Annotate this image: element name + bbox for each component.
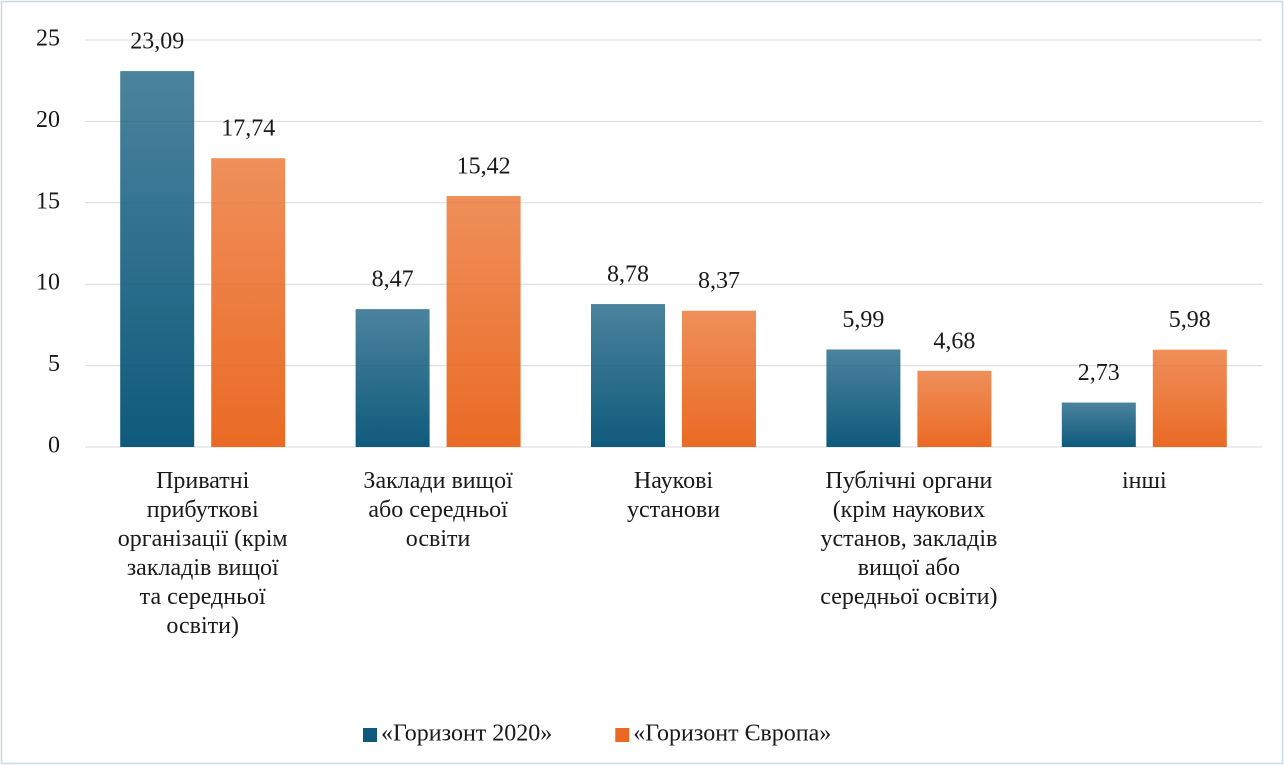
x-tick-label: Публічні органи (крім наукових установ, …: [820, 468, 998, 610]
y-tick-label: 25: [36, 26, 60, 52]
bar: [917, 370, 992, 447]
bar: [1152, 349, 1227, 447]
bar: [355, 309, 430, 447]
x-tick-label-box: Наукові установи: [626, 468, 721, 523]
x-tick-label: інші: [1121, 468, 1167, 494]
data-label: 8,78: [607, 262, 649, 288]
bar: [826, 349, 901, 447]
y-tick-label: 5: [48, 351, 60, 377]
legend-swatch: [615, 728, 630, 742]
y-tick-label: 10: [36, 270, 60, 296]
legend-swatch: [363, 728, 377, 742]
data-label: 23,09: [130, 29, 184, 55]
y-tick-label: 15: [36, 188, 60, 214]
bar: [591, 304, 665, 447]
data-label: 8,37: [698, 268, 740, 294]
x-tick-label: Приватні прибуткові організації (крім за…: [117, 468, 288, 639]
bar: [211, 158, 286, 447]
x-tick-label-box: Публічні органи (крім наукових установ, …: [820, 468, 998, 610]
y-tick-label: 0: [48, 433, 60, 459]
x-tick-label-box: Приватні прибуткові організації (крім за…: [117, 468, 288, 639]
x-tick-label-box: Заклади вищої або середньої освіти: [363, 468, 513, 552]
legend-label: «Горизонт 2020»: [381, 721, 552, 747]
x-tick-label: Заклади вищої або середньої освіти: [363, 468, 513, 552]
data-label: 5,98: [1169, 307, 1211, 333]
bar: [1061, 402, 1136, 447]
data-label: 15,42: [457, 153, 511, 179]
bar: [446, 195, 521, 447]
x-tick-label-box: інші: [1121, 468, 1167, 494]
legend-label: «Горизонт Європа»: [633, 721, 831, 747]
data-label: 17,74: [221, 116, 275, 142]
bar: [682, 310, 756, 447]
data-label: 5,99: [842, 307, 884, 333]
data-label: 8,47: [372, 267, 414, 293]
data-label: 4,68: [933, 328, 975, 354]
x-tick-label: Наукові установи: [626, 468, 721, 523]
bar: [120, 71, 195, 448]
data-label: 2,73: [1078, 360, 1120, 386]
y-tick-label: 20: [36, 107, 60, 133]
